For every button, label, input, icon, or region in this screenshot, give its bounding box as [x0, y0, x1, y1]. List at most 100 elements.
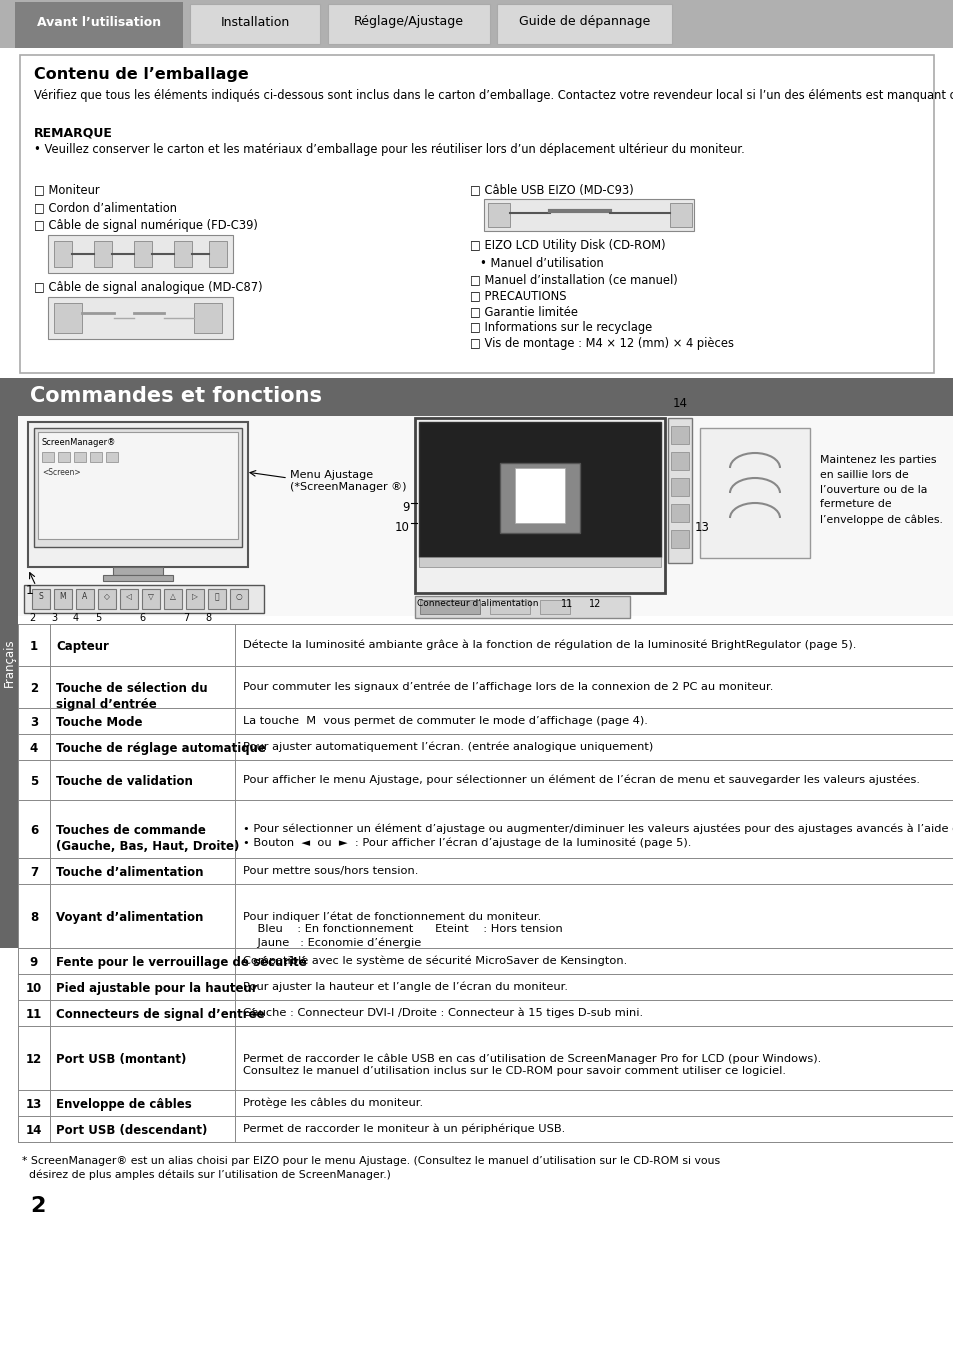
- Text: 11: 11: [560, 599, 573, 609]
- Text: Vérifiez que tous les éléments indiqués ci-dessous sont inclus dans le carton d’: Vérifiez que tous les éléments indiqués …: [34, 89, 953, 103]
- Bar: [18, 948, 953, 973]
- Text: ScreenManager®: ScreenManager®: [42, 437, 116, 447]
- Bar: [419, 599, 479, 614]
- Text: REMARQUE: REMARQUE: [34, 127, 112, 140]
- Text: □ Vis de montage : M4 × 12 (mm) × 4 pièces: □ Vis de montage : M4 × 12 (mm) × 4 pièc…: [470, 338, 733, 350]
- Text: Capteur: Capteur: [56, 640, 109, 653]
- Bar: [54, 589, 71, 609]
- Text: 3: 3: [30, 716, 38, 729]
- Text: 13: 13: [26, 1098, 42, 1111]
- Text: Touche de sélection du
signal d’entrée: Touche de sélection du signal d’entrée: [56, 682, 208, 711]
- Text: Pour indiquer l’état de fonctionnement du moniteur.
    Bleu    : En fonctionnem: Pour indiquer l’état de fonctionnement d…: [243, 911, 562, 948]
- Bar: [670, 452, 688, 470]
- Bar: [18, 416, 953, 616]
- Text: • Manuel d’utilisation: • Manuel d’utilisation: [479, 256, 603, 270]
- Text: Touches de commande
(Gauche, Bas, Haut, Droite): Touches de commande (Gauche, Bas, Haut, …: [56, 824, 239, 853]
- Text: * ScreenManager® est un alias choisi par EIZO pour le menu Ajustage. (Consultez : * ScreenManager® est un alias choisi par…: [22, 1156, 720, 1166]
- Bar: [670, 478, 688, 495]
- Text: 5: 5: [30, 775, 38, 788]
- Bar: [497, 4, 671, 45]
- Bar: [18, 884, 953, 948]
- Bar: [133, 242, 152, 267]
- Text: • Veuillez conserver le carton et les matériaux d’emballage pour les réutiliser : • Veuillez conserver le carton et les ma…: [34, 143, 744, 157]
- Bar: [415, 418, 664, 593]
- Text: 2: 2: [30, 1196, 46, 1216]
- Text: Port USB (montant): Port USB (montant): [56, 1053, 186, 1066]
- Text: 7: 7: [30, 865, 38, 879]
- Text: Enveloppe de câbles: Enveloppe de câbles: [56, 1098, 192, 1111]
- Text: 12: 12: [588, 599, 600, 609]
- Bar: [700, 428, 809, 558]
- Text: ◇: ◇: [104, 593, 110, 601]
- Text: (*ScreenManager ®): (*ScreenManager ®): [290, 482, 406, 491]
- Bar: [418, 558, 660, 567]
- Text: Commandes et fonctions: Commandes et fonctions: [30, 386, 322, 406]
- Text: Connecteurs de signal d’entrée: Connecteurs de signal d’entrée: [56, 1008, 264, 1021]
- Text: 8: 8: [30, 911, 38, 923]
- Bar: [0, 0, 953, 49]
- Bar: [48, 297, 233, 339]
- Text: Pour ajuster la hauteur et l’angle de l’écran du moniteur.: Pour ajuster la hauteur et l’angle de l’…: [243, 981, 567, 992]
- Text: □ Câble USB EIZO (MD-C93): □ Câble USB EIZO (MD-C93): [470, 184, 633, 196]
- Bar: [112, 567, 163, 575]
- Bar: [18, 760, 953, 801]
- Text: <Screen>: <Screen>: [42, 468, 81, 477]
- Bar: [186, 589, 204, 609]
- Bar: [15, 1, 183, 49]
- Text: M: M: [60, 593, 67, 601]
- Bar: [488, 202, 510, 227]
- Text: Pied ajustable pour la hauteur: Pied ajustable pour la hauteur: [56, 981, 257, 995]
- Bar: [76, 589, 94, 609]
- Bar: [48, 235, 233, 273]
- Bar: [18, 859, 953, 884]
- Bar: [28, 423, 248, 567]
- Text: 5: 5: [94, 613, 101, 622]
- Bar: [328, 4, 490, 45]
- Text: △: △: [170, 593, 175, 601]
- Text: 6: 6: [30, 824, 38, 837]
- Text: Gauche : Connecteur DVI-I /Droite : Connecteur à 15 tiges D-sub mini.: Gauche : Connecteur DVI-I /Droite : Conn…: [243, 1008, 642, 1018]
- Text: Voyant d’alimentation: Voyant d’alimentation: [56, 911, 203, 923]
- Text: ▽: ▽: [148, 593, 153, 601]
- Text: A: A: [82, 593, 88, 601]
- Bar: [20, 55, 933, 373]
- Bar: [670, 427, 688, 444]
- Bar: [18, 1000, 953, 1026]
- Bar: [98, 589, 116, 609]
- Bar: [18, 1116, 953, 1142]
- Text: Touche d’alimentation: Touche d’alimentation: [56, 865, 203, 879]
- Bar: [32, 589, 50, 609]
- Text: 12: 12: [26, 1053, 42, 1066]
- Bar: [18, 1089, 953, 1116]
- Text: 8: 8: [205, 613, 211, 622]
- Text: Touche de réglage automatique: Touche de réglage automatique: [56, 743, 266, 755]
- Bar: [142, 589, 160, 609]
- Text: Installation: Installation: [220, 15, 290, 28]
- Text: 10: 10: [26, 981, 42, 995]
- Text: 13: 13: [695, 521, 709, 535]
- Bar: [74, 452, 86, 462]
- Text: Connecteur d’alimentation: Connecteur d’alimentation: [416, 599, 537, 608]
- Text: 6: 6: [139, 613, 145, 622]
- Bar: [670, 531, 688, 548]
- Bar: [18, 624, 953, 666]
- Bar: [208, 589, 226, 609]
- Text: 1: 1: [30, 640, 38, 653]
- Text: □ Câble de signal analogique (MD-C87): □ Câble de signal analogique (MD-C87): [34, 281, 262, 294]
- Text: Fente pour le verrouillage de sécurité: Fente pour le verrouillage de sécurité: [56, 956, 307, 969]
- Text: Compatible avec le système de sécurité MicroSaver de Kensington.: Compatible avec le système de sécurité M…: [243, 956, 626, 967]
- Text: □ Moniteur: □ Moniteur: [34, 184, 99, 196]
- Text: Menu Ajustage: Menu Ajustage: [290, 470, 373, 481]
- Bar: [58, 452, 70, 462]
- Bar: [34, 428, 242, 547]
- Bar: [106, 452, 118, 462]
- Text: □ PRECAUTIONS: □ PRECAUTIONS: [470, 289, 566, 302]
- Bar: [103, 575, 172, 580]
- Text: □ EIZO LCD Utility Disk (CD-ROM): □ EIZO LCD Utility Disk (CD-ROM): [470, 239, 665, 252]
- Text: □ Manuel d’installation (ce manuel): □ Manuel d’installation (ce manuel): [470, 273, 677, 286]
- Text: 10: 10: [395, 521, 410, 535]
- Text: Détecte la luminosité ambiante grâce à la fonction de régulation de la luminosit: Détecte la luminosité ambiante grâce à l…: [243, 640, 856, 651]
- Bar: [90, 452, 102, 462]
- Text: ▷: ▷: [192, 593, 197, 601]
- Text: 9: 9: [402, 501, 410, 514]
